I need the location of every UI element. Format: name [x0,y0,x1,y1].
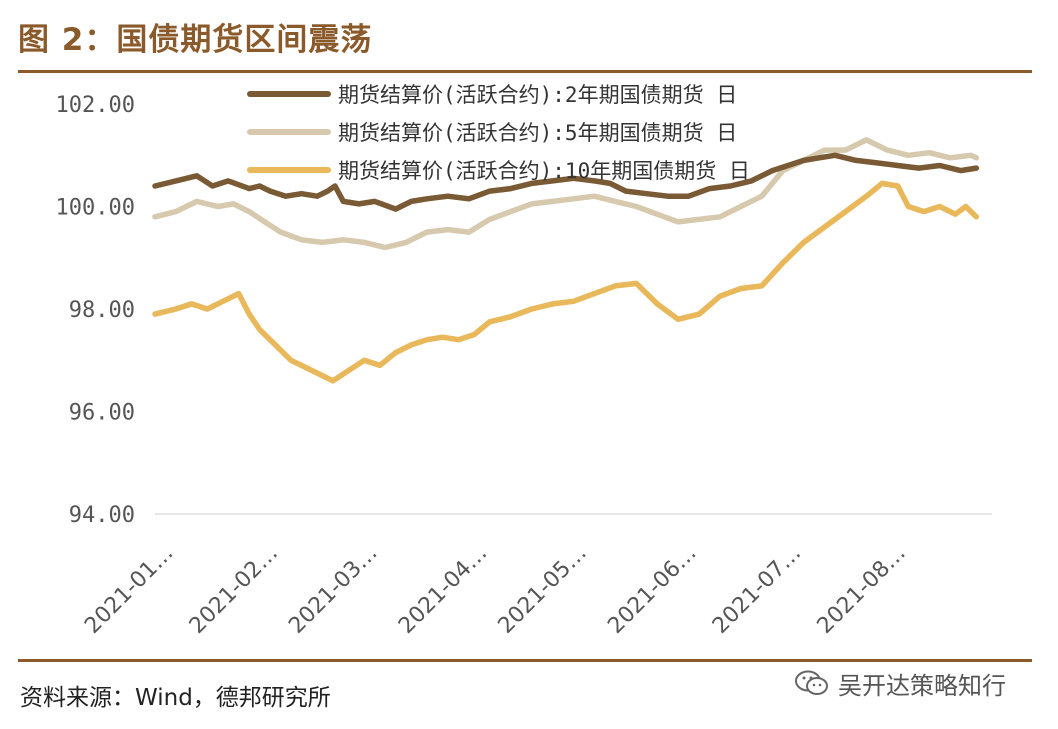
y-tick-label: 100.00 [56,196,135,221]
title-divider [18,70,1032,73]
x-tick-label: 2021-02… [185,541,283,639]
x-tick-label: 2021-03… [284,541,382,639]
x-tick-label: 2021-06… [603,541,701,639]
y-tick-label: 94.00 [69,503,135,528]
y-tick-label: 98.00 [69,298,135,323]
legend-label: 期货结算价(活跃合约):10年期国债期货 日 [338,159,750,183]
wechat-icon [795,670,828,695]
series-line-1 [152,152,980,212]
x-tick-label: 2021-01… [80,541,178,639]
series-line-3 [152,180,980,384]
footer-divider [18,659,1032,662]
x-tick-label: 2021-04… [394,541,492,639]
legend-label: 期货结算价(活跃合约):2年期国债期货 日 [338,83,737,107]
source-note: 资料来源：Wind，德邦研究所 [20,685,331,711]
x-tick-label: 2021-05… [494,541,592,639]
watermark-text: 吴开达策略知行 [838,671,1006,700]
x-tick-label: 2021-07… [708,541,806,639]
y-tick-label: 102.00 [56,93,135,118]
figure-title: 图 2：国债期货区间震荡 [18,22,373,58]
y-tick-label: 96.00 [69,401,135,426]
legend-label: 期货结算价(活跃合约):5年期国债期货 日 [338,121,737,145]
series-line-2 [152,137,980,251]
watermark: 吴开达策略知行 [792,666,1006,700]
x-tick-label: 2021-08… [813,541,911,639]
